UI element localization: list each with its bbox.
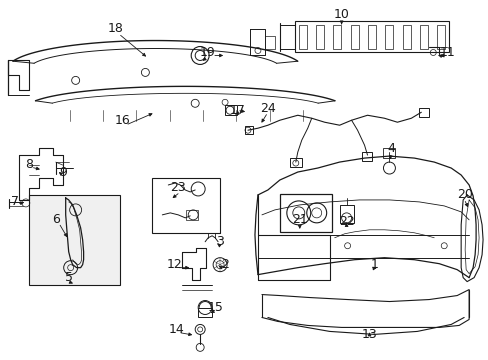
Text: 23: 23 bbox=[170, 181, 186, 194]
Text: 8: 8 bbox=[25, 158, 33, 171]
Text: 2: 2 bbox=[221, 258, 228, 271]
Bar bbox=[315, 24, 324, 49]
Text: 9: 9 bbox=[59, 166, 66, 179]
Text: 11: 11 bbox=[438, 46, 454, 59]
Bar bbox=[419, 24, 427, 49]
Text: 4: 4 bbox=[386, 141, 395, 155]
Text: 6: 6 bbox=[52, 213, 60, 226]
Bar bbox=[29, 195, 120, 285]
Text: 7: 7 bbox=[11, 195, 19, 208]
Text: 15: 15 bbox=[207, 301, 223, 314]
Text: 12: 12 bbox=[166, 258, 182, 271]
Text: 13: 13 bbox=[361, 328, 377, 341]
Text: 22: 22 bbox=[338, 215, 354, 228]
Bar bbox=[350, 24, 358, 49]
Bar bbox=[186, 210, 198, 220]
Bar bbox=[419, 108, 428, 117]
Text: 5: 5 bbox=[64, 271, 73, 284]
Bar bbox=[244, 126, 252, 134]
Bar bbox=[333, 24, 341, 49]
Text: 21: 21 bbox=[291, 213, 307, 226]
Bar bbox=[294, 21, 448, 53]
Bar bbox=[198, 307, 212, 318]
Bar bbox=[436, 24, 444, 49]
Bar bbox=[361, 152, 371, 161]
Bar bbox=[385, 24, 392, 49]
Bar bbox=[289, 158, 301, 167]
Bar bbox=[383, 148, 395, 158]
Text: 24: 24 bbox=[260, 102, 275, 115]
Text: 3: 3 bbox=[216, 235, 224, 248]
Text: 16: 16 bbox=[114, 114, 130, 127]
Text: 17: 17 bbox=[230, 104, 245, 117]
Bar bbox=[367, 24, 375, 49]
Text: 14: 14 bbox=[168, 323, 184, 336]
Bar bbox=[402, 24, 410, 49]
Bar bbox=[152, 178, 220, 233]
Text: 19: 19 bbox=[199, 46, 215, 59]
Text: 1: 1 bbox=[370, 258, 378, 271]
Bar bbox=[279, 194, 331, 232]
Text: 20: 20 bbox=[456, 188, 472, 202]
Text: 18: 18 bbox=[107, 22, 123, 35]
Bar bbox=[224, 105, 237, 115]
Bar bbox=[339, 205, 353, 223]
Text: 10: 10 bbox=[333, 8, 349, 21]
Bar bbox=[298, 24, 306, 49]
